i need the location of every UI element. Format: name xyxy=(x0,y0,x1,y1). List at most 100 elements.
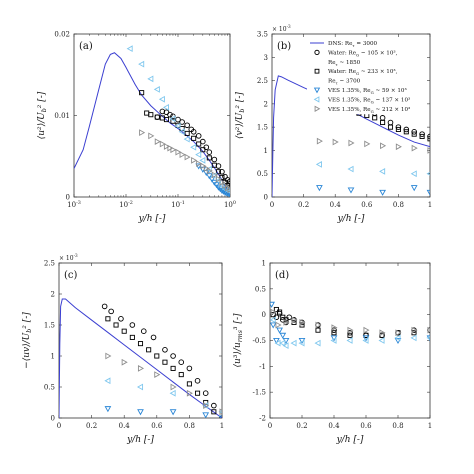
data-point-square xyxy=(162,359,168,365)
data-point-square xyxy=(139,90,145,96)
data-point-square xyxy=(206,155,212,161)
data-point-tri-left xyxy=(210,172,217,180)
data-point-tri-left xyxy=(126,45,133,53)
data-point-tri-right xyxy=(154,138,161,145)
data-point-tri-left xyxy=(279,339,286,347)
data-point-tri-right xyxy=(379,329,386,337)
data-point-tri-down xyxy=(270,322,277,329)
x-tick-label: 0.2 xyxy=(86,422,97,430)
legend-marker xyxy=(314,105,321,112)
legend-entry: Reτ ~ 1850 xyxy=(328,60,361,67)
data-point-tri-right xyxy=(186,389,193,397)
legend-entry: VES 1.35%, ReG ~ 137 × 10³ xyxy=(313,96,410,104)
data-point-tri-right xyxy=(380,142,387,150)
data-point-circle xyxy=(175,116,181,123)
x-tick-label: 100 xyxy=(224,200,236,209)
data-point-tri-right xyxy=(154,371,161,378)
data-point-square xyxy=(277,309,283,315)
data-point-square xyxy=(186,381,192,387)
y-tick-label: 0 xyxy=(51,415,55,423)
data-point-tri-left xyxy=(178,128,185,136)
y-tick-label: 0.5 xyxy=(44,384,55,392)
plot-frame xyxy=(73,33,231,198)
data-point-circle xyxy=(211,402,217,409)
data-layer xyxy=(74,45,230,197)
legend-marker xyxy=(314,68,320,74)
data-point-tri-left xyxy=(282,342,289,350)
data-point-tri-right xyxy=(331,324,338,331)
data-point-tri-left xyxy=(183,135,190,143)
data-point-tri-down xyxy=(316,185,323,192)
data-point-circle xyxy=(194,378,201,384)
y-tick-label: 3 xyxy=(264,54,268,62)
data-point-square xyxy=(200,147,206,153)
data-point-square xyxy=(347,332,353,338)
data-point-tri-left xyxy=(190,143,197,151)
data-point-square xyxy=(163,117,169,123)
legend-label: VES 1.35%, ReG ~ 137 × 10³ xyxy=(327,96,410,104)
y-axis-label: ⟨u³⟩/urms³ [-] xyxy=(233,313,244,368)
data-point-circle xyxy=(129,322,136,328)
x-tick-label: 0.8 xyxy=(184,422,195,430)
data-point-square xyxy=(146,347,152,353)
data-point-tri-right xyxy=(219,178,226,186)
data-point-tri-right xyxy=(170,383,177,391)
data-point-tri-left xyxy=(162,103,169,111)
data-point-circle xyxy=(195,133,202,139)
data-point-tri-left xyxy=(346,337,353,344)
data-point-tri-right xyxy=(148,132,155,140)
data-point-square xyxy=(148,112,154,118)
data-point-tri-right xyxy=(200,162,207,170)
data-point-tri-left xyxy=(362,337,369,344)
data-point-tri-left xyxy=(426,171,430,176)
data-point-tri-down xyxy=(394,337,402,345)
panel-2: 0 0.2 0.4 0.6 0.8 1 0 0.5 1 1.5 2 2.5 3 3.5 × 10-3 y/h … xyxy=(235,24,432,224)
y-tick-label: 2 xyxy=(51,291,55,299)
y-axis-label: −⟨uv⟩/Ub² [-] xyxy=(22,312,33,369)
x-tick-label: 0.6 xyxy=(361,201,373,209)
y-tick-label: 0.02 xyxy=(54,31,70,39)
data-layer xyxy=(270,301,430,350)
data-point-tri-right xyxy=(179,151,186,158)
data-point-tri-right xyxy=(175,148,182,156)
data-point-square xyxy=(219,174,225,180)
y-tick-label: 1.5 xyxy=(257,124,268,132)
y-tick-label: 0 xyxy=(66,194,70,202)
data-point-tri-left xyxy=(147,75,154,83)
data-point-tri-left xyxy=(153,86,160,93)
x-tick-label: 0.2 xyxy=(296,422,307,430)
data-point-circle xyxy=(184,122,190,129)
data-point-square xyxy=(331,330,337,336)
data-point-tri-right xyxy=(184,153,191,161)
y-axis-label: ⟨v²⟩/Ub² [-] xyxy=(235,92,246,139)
legend-label: Reτ ~ 3700 xyxy=(328,79,361,86)
data-point-square xyxy=(403,129,409,135)
data-point-tri-down xyxy=(169,409,177,416)
y-tick-label: 2.5 xyxy=(44,260,55,268)
data-point-tri-right xyxy=(203,165,210,172)
y-multiplier: × 10-3 xyxy=(59,253,78,262)
data-point-square xyxy=(419,133,425,139)
panel-3: 0 0.2 0.4 0.6 0.8 1 0 0.5 1 1.5 2 2.5 × 10-3 y/h [-] −… xyxy=(22,253,224,445)
series-line xyxy=(59,298,222,418)
data-point-tri-down xyxy=(202,412,210,418)
x-tick-label: 0 xyxy=(270,201,274,209)
x-tick-label: 10-2 xyxy=(119,200,133,209)
data-point-square xyxy=(363,332,369,338)
data-point-tri-left xyxy=(298,339,305,347)
data-point-tri-down xyxy=(276,327,283,334)
legend-entry: DNS: Reτ = 3000 xyxy=(310,41,377,48)
data-point-circle xyxy=(118,316,124,322)
x-tick-label: 0.4 xyxy=(330,201,342,209)
data-point-square xyxy=(184,130,190,136)
data-point-tri-left xyxy=(290,339,297,347)
data-point-circle xyxy=(273,314,280,321)
data-point-circle xyxy=(286,314,292,321)
data-point-tri-right xyxy=(215,175,222,183)
data-point-tri-left xyxy=(195,151,202,158)
data-point-square xyxy=(154,353,160,359)
data-point-circle xyxy=(222,173,228,180)
y-tick-label: 0.5 xyxy=(257,170,268,178)
data-point-tri-right xyxy=(316,137,323,145)
